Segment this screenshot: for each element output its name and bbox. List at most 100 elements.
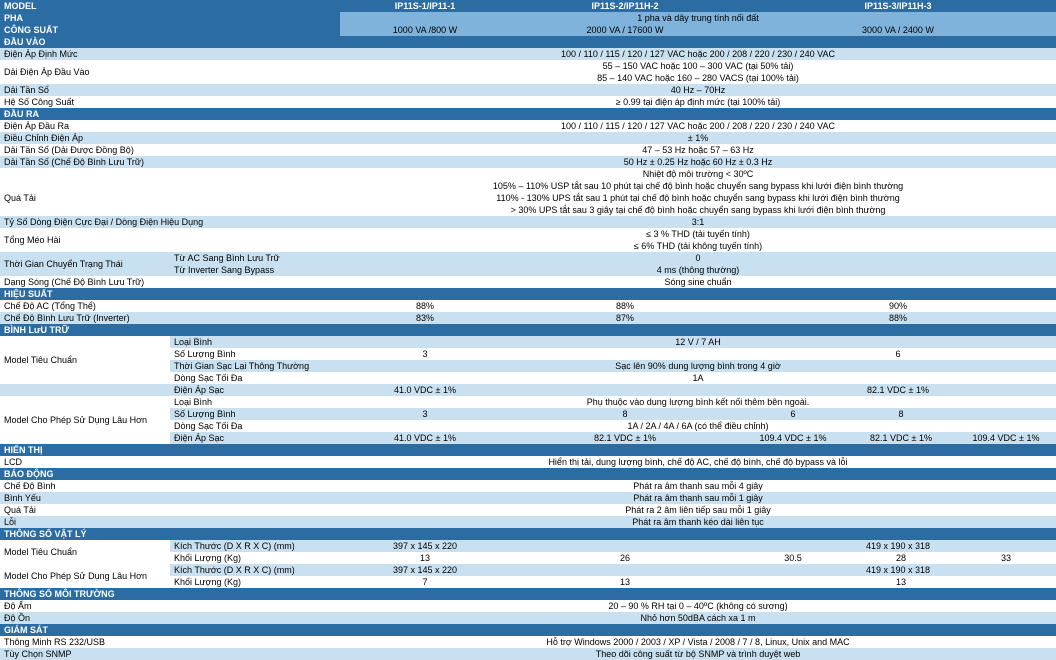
section-row: THÔNG SỐ MÔI TRƯỜNG — [0, 588, 1056, 600]
group-label: Model Cho Phép Sử Dụng Lâu Hơn — [0, 564, 170, 588]
section-label: ĐẦU RA — [0, 108, 1056, 120]
v2: 88% — [510, 300, 740, 312]
row-value: 47 – 53 Hz hoặc 57 – 63 Hz — [340, 144, 1056, 156]
v3: 90% — [740, 300, 1056, 312]
v5 — [956, 408, 1056, 420]
data-row: Dải Tần Số (Chế Độ Bình Lưu Trữ)50 Hz ± … — [0, 156, 1056, 168]
section-row: HIỆU SUẤT — [0, 288, 1056, 300]
v4: 28 — [846, 552, 956, 564]
v1: 83% — [340, 312, 510, 324]
row-label: Quá Tải — [0, 504, 340, 516]
row-value: Phát ra âm thanh sau mỗi 1 giây — [340, 492, 1056, 504]
section-value: 1 pha và dây trung tính nối đất — [340, 12, 1056, 24]
data-row: Tỷ Số Dòng Điện Cực Đại / Dòng Điện Hiệu… — [0, 216, 1056, 228]
group-label: Model Tiêu Chuẩn — [0, 336, 170, 384]
data-row: Dải Điện Áp Đầu Vào55 – 150 VAC hoặc 100… — [0, 60, 1056, 72]
v2: 13 — [510, 576, 740, 588]
row-label: Chế Độ AC (Tổng Thể) — [0, 300, 340, 312]
v4: 82.1 VDC ± 1% — [846, 432, 956, 444]
data-row: Độ Ẩm20 – 90 % RH tại 0 – 40ºC (không có… — [0, 600, 1056, 612]
section-row: THÔNG SỐ VẬT LÝ — [0, 528, 1056, 540]
row-value: Hỗ trợ Windows 2000 / 2003 / XP / Vista … — [340, 636, 1056, 648]
section-row: PHA1 pha và dây trung tính nối đất — [0, 12, 1056, 24]
row-value: 55 – 150 VAC hoặc 100 – 300 VAC (tại 50%… — [340, 60, 1056, 72]
v2 — [510, 348, 740, 360]
v2 — [510, 384, 740, 396]
row-value: ± 1% — [340, 132, 1056, 144]
sub-label: Thời Gian Sạc Lại Thông Thường — [170, 360, 340, 372]
header-row: MODELIP11S-1/IP11-1IP11S-2/IP11H-2IP11S-… — [0, 0, 1056, 12]
v3: 6 — [740, 348, 1056, 360]
section-label: THÔNG SỐ MÔI TRƯỜNG — [0, 588, 1056, 600]
row-label: Độ Ẩm — [0, 600, 340, 612]
v3: 109.4 VDC ± 1% — [740, 432, 846, 444]
v3: 82.1 VDC ± 1% — [740, 384, 1056, 396]
data-row: Quá TảiPhát ra 2 âm liên tiếp sau mỗi 1 … — [0, 504, 1056, 516]
data-row: Bình YếuPhát ra âm thanh sau mỗi 1 giây — [0, 492, 1056, 504]
group-label — [0, 384, 170, 396]
sub-label: Điện Áp Sạc — [170, 384, 340, 396]
row-label: Lỗi — [0, 516, 340, 528]
row-value: 110% - 130% UPS tắt sau 1 phút tại chế đ… — [340, 192, 1056, 204]
v1: 7 — [340, 576, 510, 588]
sub-label: Số Lượng Bình — [170, 408, 340, 420]
row-label: Hệ Số Công Suất — [0, 96, 340, 108]
sub-label: Điện Áp Sạc — [170, 432, 340, 444]
data-row: Thời Gian Chuyển Trạng TháiTừ AC Sang Bì… — [0, 252, 1056, 264]
v4: 13 — [846, 576, 956, 588]
section-row: ĐẦU VÀO — [0, 36, 1056, 48]
spec-table: MODELIP11S-1/IP11-1IP11S-2/IP11H-2IP11S-… — [0, 0, 1056, 660]
row-value: Phát ra âm thanh sau mỗi 4 giây — [340, 480, 1056, 492]
row-value: 3:1 — [340, 216, 1056, 228]
row-value: Sóng sine chuẩn — [340, 276, 1056, 288]
row-value: 20 – 90 % RH tại 0 – 40ºC (không có sươn… — [340, 600, 1056, 612]
v2: 2000 VA / 17600 W — [510, 24, 740, 36]
v1: 3 — [340, 408, 510, 420]
sub-label: Loại Bình — [170, 396, 340, 408]
sub-label: Kích Thước (D X R X C) (mm) — [170, 540, 340, 552]
data-row: LCDHiển thị tải, dung lượng bình, chế độ… — [0, 456, 1056, 468]
row-label: Dải Điện Áp Đầu Vào — [0, 60, 340, 84]
v3: 30.5 — [740, 552, 846, 564]
sub-label: Dòng Sạc Tối Đa — [170, 372, 340, 384]
data-row: Dải Tần Số40 Hz – 70Hz — [0, 84, 1056, 96]
v5 — [956, 576, 1056, 588]
data-row: Hệ Số Công Suất≥ 0.99 tại điện áp định m… — [0, 96, 1056, 108]
row-value: ≤ 3 % THD (tải tuyến tính) — [340, 228, 1056, 240]
section-row: CÔNG SUẤT1000 VA /800 W2000 VA / 17600 W… — [0, 24, 1056, 36]
v1: 41.0 VDC ± 1% — [340, 432, 510, 444]
v3: 419 x 190 x 318 — [740, 540, 1056, 552]
v3: 419 x 190 x 318 — [740, 564, 1056, 576]
v3 — [740, 576, 846, 588]
section-row: BÁO ĐỘNG — [0, 468, 1056, 480]
row-value: ≥ 0.99 tại điện áp định mức (tại 100% tả… — [340, 96, 1056, 108]
row-label: Điều Chỉnh Điện Áp — [0, 132, 340, 144]
v2: 82.1 VDC ± 1% — [510, 432, 740, 444]
model-1: IP11S-1/IP11-1 — [340, 0, 510, 12]
row-label: Thông Minh RS 232/USB — [0, 636, 340, 648]
row-label: Dải Tần Số (Chế Độ Bình Lưu Trữ) — [0, 156, 340, 168]
data-row: Model Tiêu ChuẩnLoại Bình12 V / 7 AH — [0, 336, 1056, 348]
model-label: MODEL — [0, 0, 340, 12]
row-value: Phụ thuộc vào dung lượng bình kết nối th… — [340, 396, 1056, 408]
section-label: BÌNH LưU TRỮ — [0, 324, 1056, 336]
row-value: 12 V / 7 AH — [340, 336, 1056, 348]
row-label: Dải Tần Số — [0, 84, 340, 96]
row-label: Dải Tần Số (Dải Được Đồng Bộ) — [0, 144, 340, 156]
sub-label: Số Lượng Bình — [170, 348, 340, 360]
row-value: Nhiệt độ môi trường < 30ºC — [340, 168, 1056, 180]
section-row: HIỂN THỊ — [0, 444, 1056, 456]
sub-label: Khối Lượng (Kg) — [170, 576, 340, 588]
data-row: Model Tiêu ChuẩnKích Thước (D X R X C) (… — [0, 540, 1056, 552]
v5: 109.4 VDC ± 1% — [956, 432, 1056, 444]
sub-label: Loại Bình — [170, 336, 340, 348]
data-row: Chế Độ AC (Tổng Thể)88%88%90% — [0, 300, 1056, 312]
row-value: 105% – 110% USP tắt sau 10 phút tại chế … — [340, 180, 1056, 192]
v1: 397 x 145 x 220 — [340, 540, 510, 552]
v1: 3 — [340, 348, 510, 360]
v2: 87% — [510, 312, 740, 324]
row-value: 1A — [340, 372, 1056, 384]
v1: 41.0 VDC ± 1% — [340, 384, 510, 396]
row-label: Dạng Sóng (Chế Độ Bình Lưu Trữ) — [0, 276, 340, 288]
data-row: Độ ỒnNhỏ hơn 50dBA cách xa 1 m — [0, 612, 1056, 624]
